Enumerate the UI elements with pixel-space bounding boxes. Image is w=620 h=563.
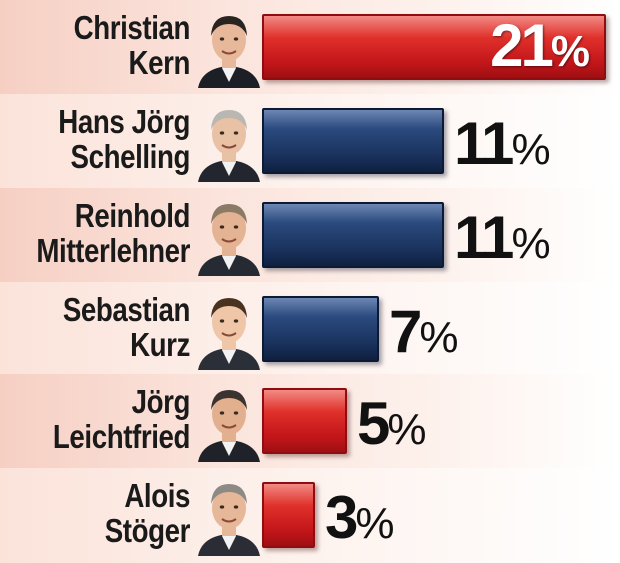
portrait-icon — [196, 196, 262, 276]
portrait-icon — [196, 102, 262, 182]
category-label: Sebastian Kurz — [34, 291, 191, 363]
category-label-line: Mitterlehner — [36, 232, 190, 269]
data-label-unit: % — [511, 125, 551, 174]
bar — [262, 14, 606, 80]
category-label-line: Christian — [73, 9, 191, 46]
category-label-line: Kurz — [130, 326, 190, 363]
data-label-value: 11 — [454, 110, 514, 177]
portrait-icon — [196, 290, 262, 370]
portrait-icon — [196, 382, 262, 462]
bar — [262, 482, 315, 548]
category-label-line: Alois — [124, 477, 190, 514]
data-label-value: 7 — [389, 298, 422, 365]
category-label: Alois Stöger — [34, 477, 191, 549]
data-label: 3% — [325, 488, 395, 548]
data-label-unit: % — [511, 219, 551, 268]
data-label-value: 3 — [325, 484, 358, 551]
data-label-unit: % — [419, 313, 459, 362]
category-label-line: Leichtfried — [52, 418, 191, 455]
category-label-line: Kern — [128, 44, 191, 81]
category-label-line: Stöger — [104, 512, 191, 549]
category-label-line: Reinhold — [74, 197, 191, 234]
portrait-icon — [196, 8, 262, 88]
category-label: Reinhold Mitterlehner — [34, 198, 190, 268]
data-label-unit: % — [387, 405, 427, 454]
data-label-value: 5 — [357, 390, 390, 457]
data-label: 5% — [357, 394, 427, 454]
data-label: 11% — [454, 208, 551, 268]
data-label: 11% — [454, 114, 551, 174]
data-label-unit: % — [355, 499, 395, 548]
category-label: Hans Jörg Schelling — [34, 104, 190, 174]
category-label: Christian Kern — [34, 9, 191, 81]
data-label: 21% — [490, 16, 590, 76]
data-label: 7% — [389, 302, 459, 362]
bar — [262, 388, 347, 454]
bar — [262, 296, 379, 362]
category-label-line: Sebastian — [62, 291, 191, 328]
category-label-line: Hans Jörg — [58, 103, 191, 140]
bar — [262, 108, 444, 174]
data-label-unit: % — [550, 27, 590, 76]
category-label: Jörg Leichtfried — [34, 383, 191, 455]
data-label-value: 11 — [454, 204, 514, 271]
portrait-icon — [196, 476, 262, 556]
data-label-value: 21 — [490, 12, 554, 79]
category-label-line: Schelling — [70, 138, 191, 175]
bar — [262, 202, 444, 268]
category-label-line: Jörg — [131, 383, 191, 420]
